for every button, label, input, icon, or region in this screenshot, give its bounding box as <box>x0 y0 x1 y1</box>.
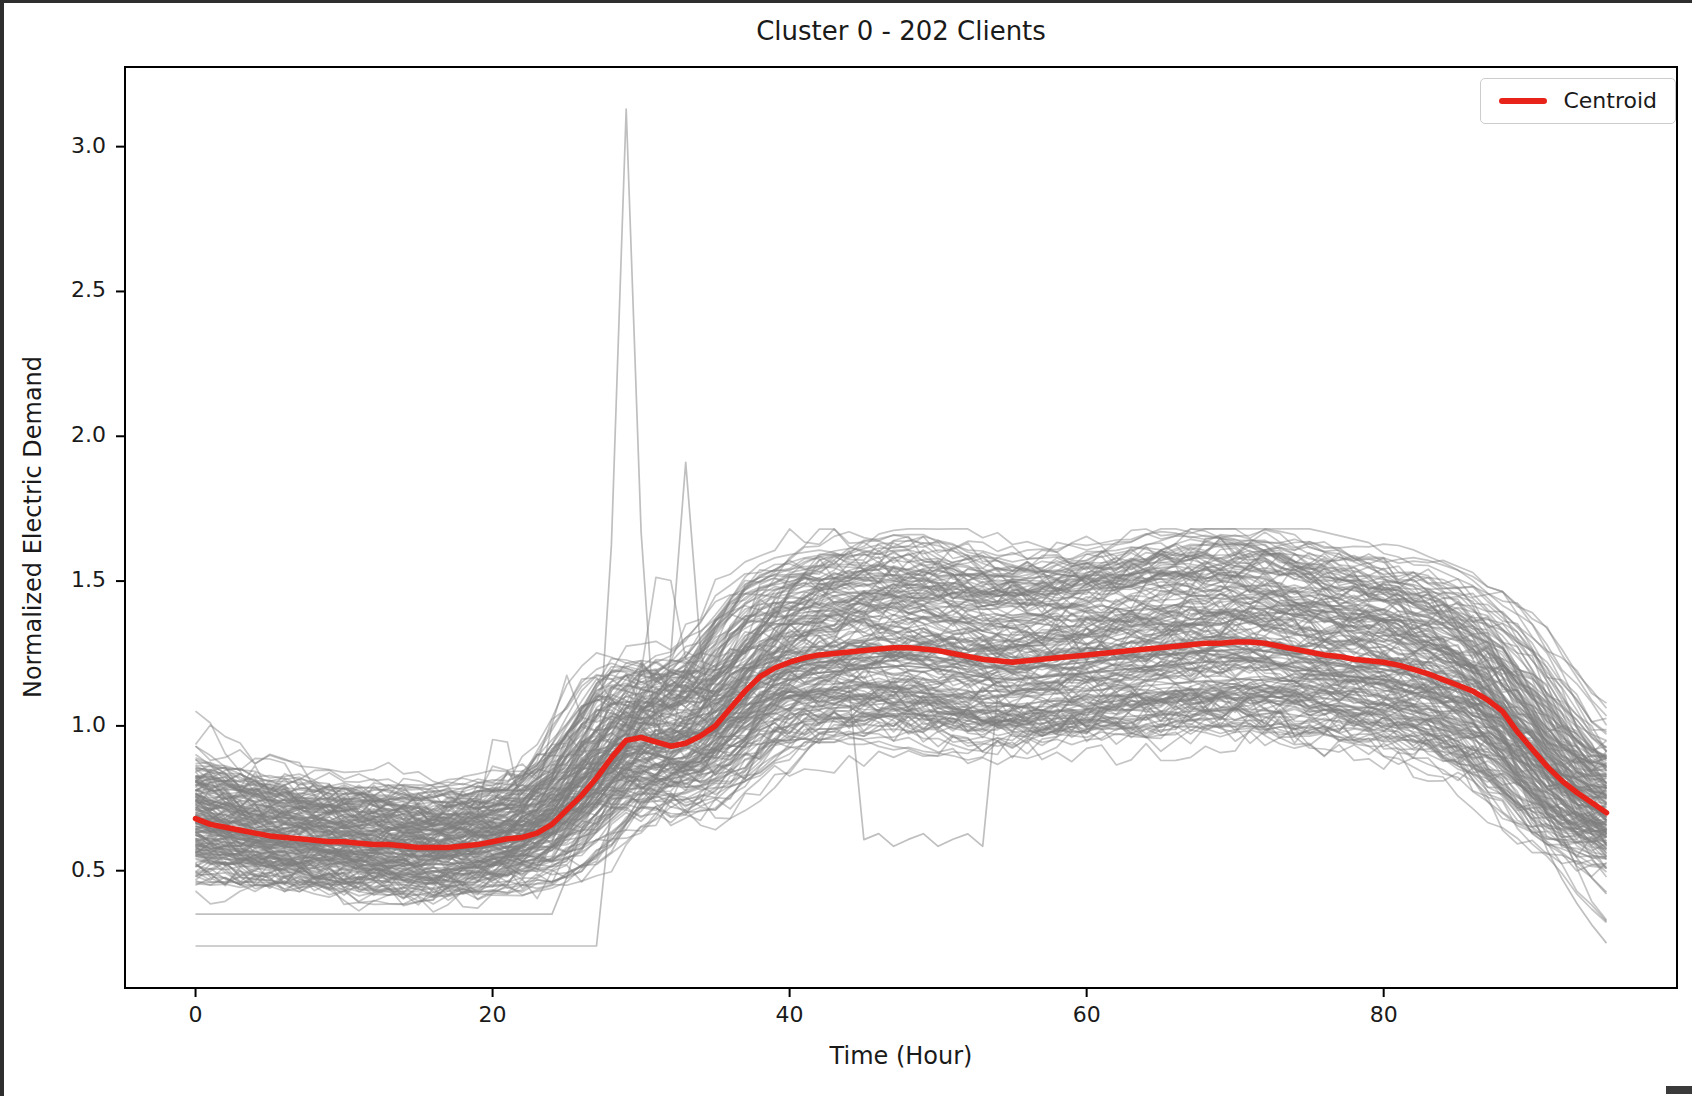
y-axis-label: Normalized Electric Demand <box>19 356 47 698</box>
legend: Centroid <box>1480 78 1676 124</box>
y-tick-label: 3.0 <box>0 133 106 158</box>
x-tick-label: 0 <box>151 1002 241 1027</box>
window-edge-left <box>0 0 4 1096</box>
y-tick-label: 2.0 <box>0 422 106 447</box>
y-tick-label: 2.5 <box>0 277 106 302</box>
figure-window: Cluster 0 - 202 Clients Normalized Elect… <box>0 0 1692 1096</box>
chart-title: Cluster 0 - 202 Clients <box>125 16 1677 46</box>
x-tick-label: 40 <box>745 1002 835 1027</box>
legend-label: Centroid <box>1563 90 1657 112</box>
x-tick-label: 60 <box>1042 1002 1132 1027</box>
y-tick-label: 1.5 <box>0 567 106 592</box>
centroid-line-swatch-icon <box>1499 98 1547 104</box>
cluster-plot-canvas <box>0 0 1692 1096</box>
window-corner-bar <box>1666 1086 1692 1094</box>
x-axis-label: Time (Hour) <box>125 1042 1677 1070</box>
y-tick-label: 1.0 <box>0 712 106 737</box>
x-tick-label: 20 <box>448 1002 538 1027</box>
x-tick-label: 80 <box>1339 1002 1429 1027</box>
client-lines <box>196 109 1607 946</box>
window-edge-top <box>0 0 1692 3</box>
y-tick-label: 0.5 <box>0 857 106 882</box>
